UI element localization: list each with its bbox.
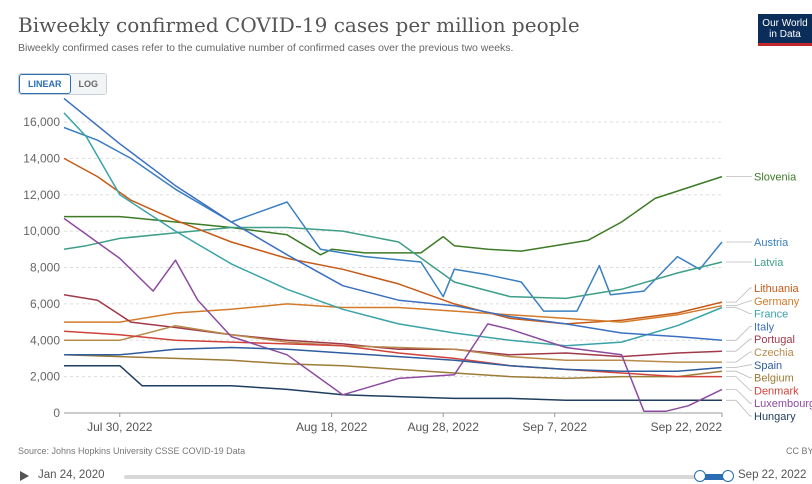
x-tick-label: Sep 22, 2022 <box>651 420 723 434</box>
series-line-hungary <box>64 364 722 402</box>
play-icon[interactable] <box>20 471 29 481</box>
x-tick-label: Sep 7, 2022 <box>522 420 587 434</box>
series-line-belgium <box>63 354 723 380</box>
series-line-slovenia <box>64 175 723 256</box>
legend-label-luxembourg: Luxembourg <box>754 398 812 410</box>
logo-line-2: in Data <box>769 29 801 40</box>
timeline-track[interactable] <box>124 475 718 479</box>
x-tick-label: Aug 18, 2022 <box>296 420 368 434</box>
series-line-luxembourg <box>63 217 723 412</box>
legend-connector-germany <box>726 300 752 307</box>
series-line-spain <box>64 346 723 372</box>
legend-connector-lithuania <box>726 287 752 303</box>
legend-label-italy: Italy <box>754 321 775 333</box>
timeline: Jan 24, 2020 Sep 22, 2022 <box>0 468 812 484</box>
legend-label-slovenia: Slovenia <box>754 172 797 184</box>
legend-connector-portugal <box>726 338 752 352</box>
y-tick-label: 4,000 <box>30 333 60 347</box>
legend-label-denmark: Denmark <box>754 385 799 397</box>
series-line-denmark <box>63 330 722 378</box>
series-line-czechia <box>64 324 722 363</box>
y-tick-label: 12,000 <box>23 188 60 202</box>
scale-toggle: LINEAR LOG <box>18 73 107 95</box>
source-note: Source: Johns Hopkins University CSSE CO… <box>18 446 246 456</box>
y-tick-label: 10,000 <box>23 224 60 238</box>
legend-connector-denmark <box>726 376 752 391</box>
legend-label-germany: Germany <box>754 296 800 308</box>
y-tick-label: 6,000 <box>30 297 60 311</box>
our-world-in-data-logo[interactable]: Our World in Data <box>758 14 812 46</box>
logo-line-1: Our World <box>762 18 808 29</box>
y-tick-label: 14,000 <box>23 151 60 165</box>
x-tick-label: Jul 30, 2022 <box>87 420 153 434</box>
legend-connector-czechia <box>726 351 752 363</box>
legend-connector-belgium <box>726 370 752 379</box>
license-label[interactable]: CC BY <box>786 446 812 456</box>
legend-label-latvia: Latvia <box>754 257 784 269</box>
legend-connector-france <box>726 307 752 315</box>
legend-label-portugal: Portugal <box>754 334 795 346</box>
timeline-end-handle[interactable] <box>722 470 734 482</box>
legend-connector-hungary <box>726 399 752 417</box>
timeline-end-label: Sep 22, 2022 <box>738 469 807 481</box>
legend-label-spain: Spain <box>754 360 782 372</box>
legend-connector-spain <box>726 364 752 368</box>
series-line-latvia <box>63 226 723 300</box>
series-line-germany <box>64 303 723 323</box>
timeline-selected-range <box>700 474 730 480</box>
timeline-start-label: Jan 24, 2020 <box>38 469 105 481</box>
legend-label-austria: Austria <box>754 237 789 249</box>
log-scale-button[interactable]: LOG <box>70 74 106 94</box>
legend-connector-italy <box>726 325 752 341</box>
y-tick-label: 16,000 <box>23 115 60 129</box>
series-line-france <box>63 112 723 347</box>
y-tick-label: 2,000 <box>30 370 60 384</box>
series-line-italy <box>63 97 723 342</box>
legend-label-france: France <box>754 309 788 321</box>
legend-connector-luxembourg <box>726 388 752 404</box>
y-tick-label: 0 <box>53 406 60 420</box>
y-tick-label: 8,000 <box>30 261 60 275</box>
chart-subtitle: Biweekly confirmed cases refer to the cu… <box>18 42 514 54</box>
legend-label-czechia: Czechia <box>754 347 795 359</box>
x-tick-label: Aug 28, 2022 <box>407 420 479 434</box>
line-chart: 0 2,000 4,000 6,000 8,000 10,000 12,000 14,000 1… <box>23 97 812 434</box>
legend-label-lithuania: Lithuania <box>754 283 800 295</box>
timeline-start-handle[interactable] <box>694 470 706 482</box>
legend-label-hungary: Hungary <box>754 411 796 423</box>
linear-scale-button[interactable]: LINEAR <box>19 74 71 94</box>
legend-label-belgium: Belgium <box>754 373 794 385</box>
series-line-austria <box>63 126 723 312</box>
chart-title: Biweekly confirmed COVID-19 cases per mi… <box>18 13 580 37</box>
